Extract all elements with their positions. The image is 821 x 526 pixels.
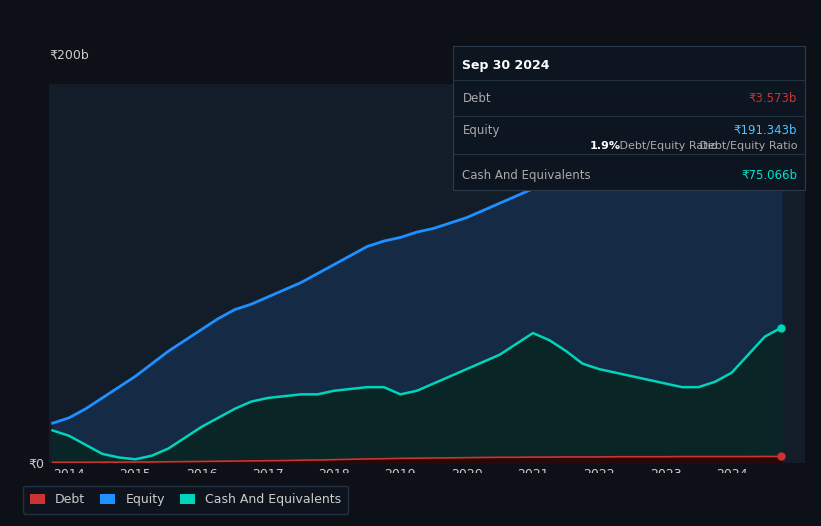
Text: ₹75.066b: ₹75.066b (741, 169, 797, 183)
Text: Cash And Equivalents: Cash And Equivalents (462, 169, 591, 183)
Legend: Debt, Equity, Cash And Equivalents: Debt, Equity, Cash And Equivalents (23, 485, 348, 514)
FancyBboxPatch shape (453, 46, 805, 190)
Text: ₹3.573b: ₹3.573b (749, 92, 797, 105)
Text: Equity: Equity (462, 124, 500, 137)
Text: ₹200b: ₹200b (49, 48, 89, 62)
Text: ₹191.343b: ₹191.343b (733, 124, 797, 137)
Text: Debt/Equity Ratio: Debt/Equity Ratio (616, 141, 718, 151)
Text: Debt: Debt (462, 92, 491, 105)
Text: Debt/Equity Ratio: Debt/Equity Ratio (695, 141, 797, 151)
Text: Sep 30 2024: Sep 30 2024 (462, 59, 550, 72)
Text: 1.9%: 1.9% (589, 141, 621, 151)
